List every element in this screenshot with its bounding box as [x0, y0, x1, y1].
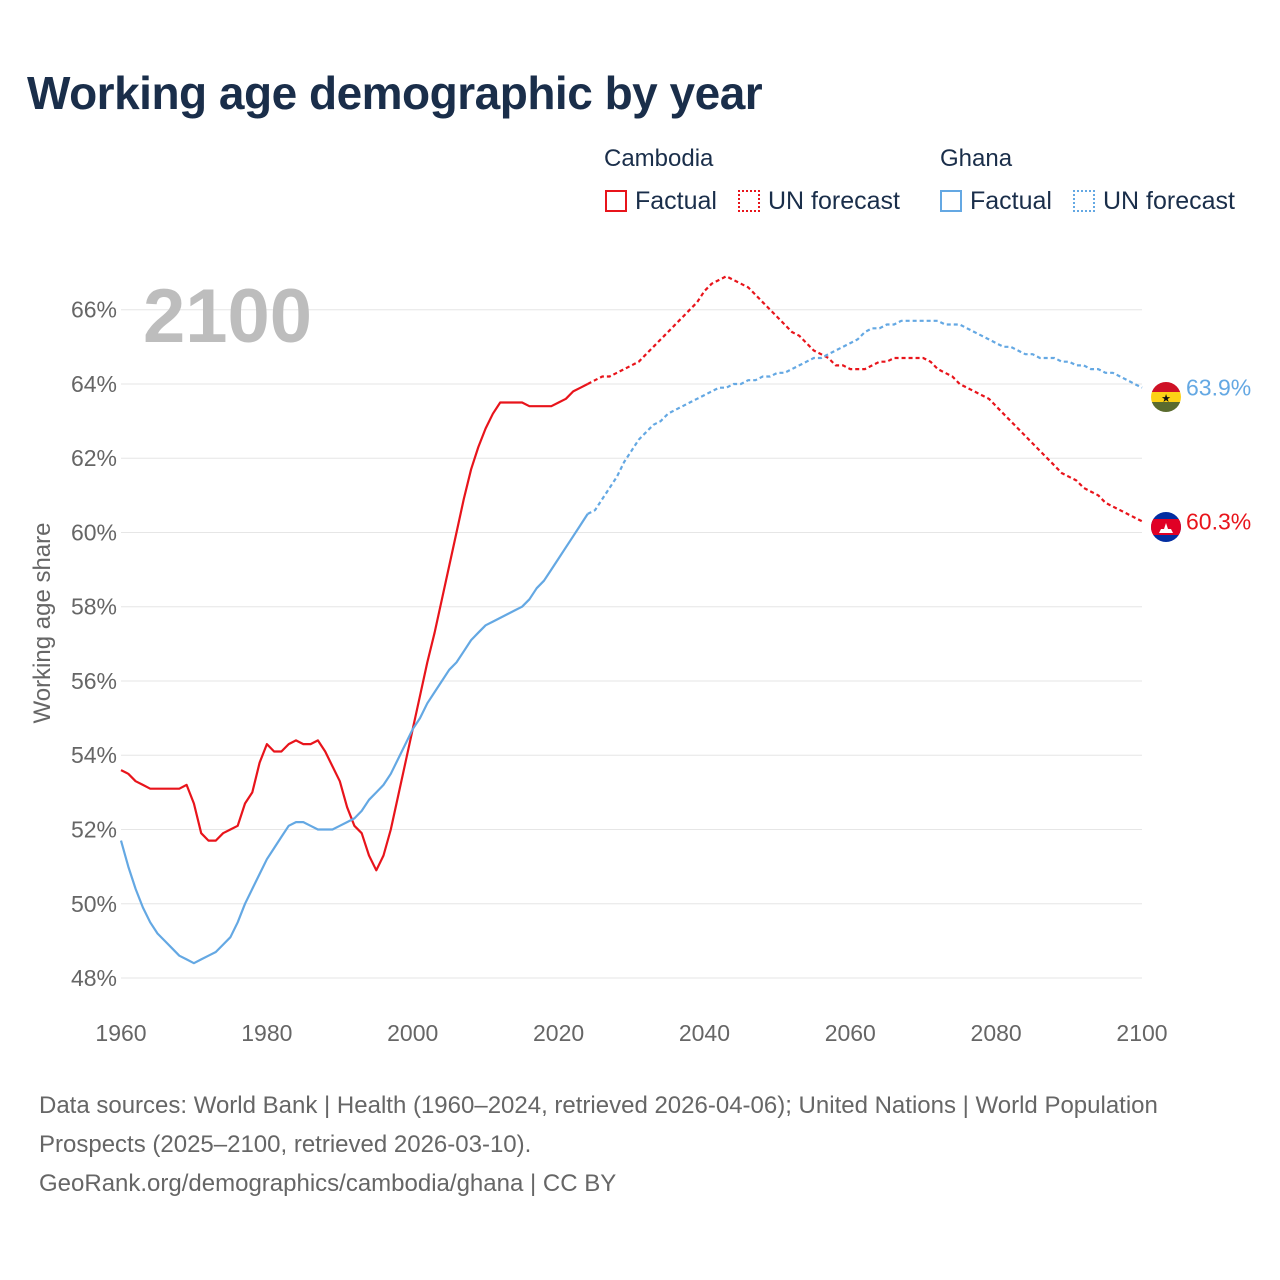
legend-label-ghana-forecast: UN forecast — [1103, 186, 1235, 215]
y-axis-ticks: 48% 50% 52% 54% 56% 58% 60% 62% 64% 66% — [71, 297, 117, 991]
y-tick-label: 56% — [71, 668, 117, 694]
x-axis-ticks: 1960 1980 2000 2020 2040 2060 2080 2100 — [95, 1020, 1167, 1046]
legend-label-ghana-factual: Factual — [970, 186, 1052, 215]
footer-attribution[interactable]: GeoRank.org/demographics/cambodia/ghana … — [39, 1170, 617, 1197]
y-axis-label: Working age share — [29, 523, 56, 724]
footer-sources: Data sources: World Bank | Health (1960–… — [39, 1092, 1158, 1158]
legend-swatch-cambodia-factual — [605, 190, 627, 212]
ghana-factual-line — [119, 513, 589, 965]
y-tick-label: 54% — [71, 742, 117, 768]
y-tick-label: 48% — [71, 965, 117, 991]
legend-cambodia-factual[interactable]: Factual — [605, 186, 717, 216]
legend-label-cambodia-forecast: UN forecast — [768, 186, 900, 215]
ghana-flag-icon: ★ — [1151, 382, 1181, 412]
legend-ghana-factual[interactable]: Factual — [940, 186, 1052, 216]
x-tick-label: 2020 — [533, 1020, 584, 1046]
x-tick-label: 2080 — [971, 1020, 1022, 1046]
legend-swatch-ghana-forecast — [1073, 190, 1095, 212]
ghana-forecast-line — [587, 319, 1143, 515]
cambodia-forecast-line — [587, 275, 1143, 523]
current-year-overlay: 2100 — [143, 274, 312, 359]
legend-cambodia-forecast[interactable]: UN forecast — [738, 186, 900, 216]
y-tick-label: 60% — [71, 519, 117, 545]
chart-title: Working age demographic by year — [27, 67, 763, 119]
x-tick-label: 2040 — [679, 1020, 730, 1046]
series-lines — [119, 275, 1143, 965]
y-tick-label: 52% — [71, 816, 117, 842]
x-tick-label: 2000 — [387, 1020, 438, 1046]
legend-label-cambodia-factual: Factual — [635, 186, 717, 215]
x-tick-label: 2100 — [1116, 1020, 1167, 1046]
y-tick-label: 62% — [71, 445, 117, 471]
end-labels: 60.3% 63.9% — [1186, 375, 1251, 535]
legend-title-ghana: Ghana — [940, 145, 1013, 172]
legend-swatch-cambodia-forecast — [738, 190, 760, 212]
cambodia-factual-line — [120, 383, 589, 872]
y-tick-label: 58% — [71, 594, 117, 620]
legend-ghana-forecast[interactable]: UN forecast — [1073, 186, 1235, 216]
y-tick-label: 64% — [71, 371, 117, 397]
legend-swatch-ghana-factual — [940, 190, 962, 212]
y-tick-label: 50% — [71, 891, 117, 917]
footer: Data sources: World Bank | Health (1960–… — [39, 1086, 1219, 1203]
x-tick-label: 1960 — [95, 1020, 146, 1046]
cambodia-flag-icon — [1151, 512, 1181, 542]
y-tick-label: 66% — [71, 297, 117, 323]
x-tick-label: 1980 — [241, 1020, 292, 1046]
ghana-end-label: 63.9% — [1186, 375, 1251, 401]
cambodia-end-label: 60.3% — [1186, 508, 1251, 534]
gridlines — [121, 309, 1142, 979]
x-tick-label: 2060 — [825, 1020, 876, 1046]
svg-text:★: ★ — [1161, 392, 1171, 405]
legend-title-cambodia: Cambodia — [604, 145, 714, 172]
